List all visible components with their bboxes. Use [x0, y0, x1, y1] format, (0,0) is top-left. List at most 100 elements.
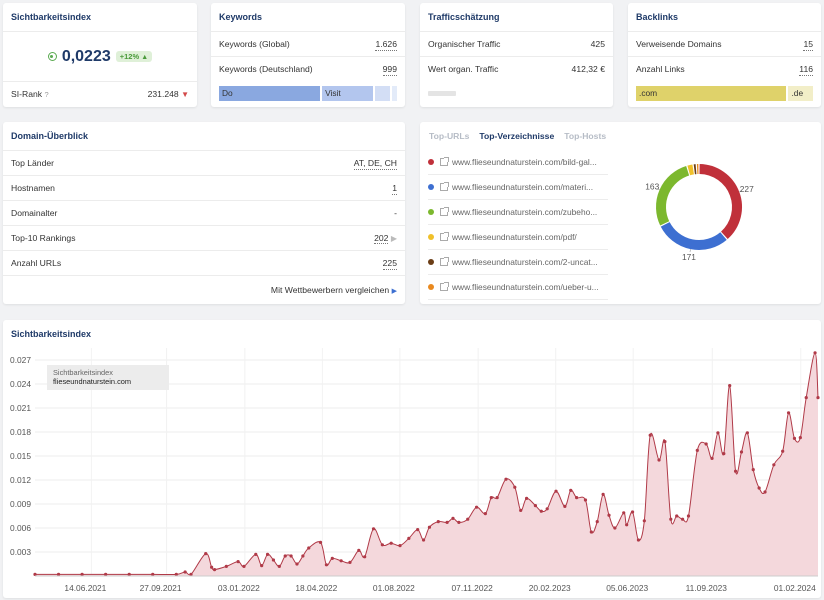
data-point[interactable]	[622, 511, 626, 515]
hostnames-row[interactable]: Hostnamen 1	[3, 175, 405, 200]
data-point[interactable]	[589, 530, 593, 534]
data-point[interactable]	[265, 552, 270, 556]
data-point[interactable]	[695, 448, 699, 452]
data-point[interactable]	[260, 564, 264, 568]
external-link-icon[interactable]	[440, 157, 449, 166]
data-point[interactable]	[595, 520, 599, 524]
data-point[interactable]	[318, 540, 323, 544]
tld-distribution-bar[interactable]: .com .de	[636, 86, 813, 101]
data-point[interactable]	[583, 498, 588, 502]
directory-url[interactable]: www.flieseundnaturstein.com/zubeho...	[452, 207, 598, 217]
top-countries-row[interactable]: Top Länder AT, DE, CH	[3, 150, 405, 175]
data-point[interactable]	[613, 526, 617, 530]
data-point[interactable]	[271, 558, 276, 562]
data-point[interactable]	[675, 514, 679, 518]
tab-top-urls[interactable]: Top-URLs	[429, 131, 470, 141]
data-point[interactable]	[174, 572, 178, 576]
data-point[interactable]	[295, 562, 299, 566]
keywords-segment-2[interactable]	[375, 86, 390, 101]
data-point[interactable]	[772, 463, 776, 467]
data-point[interactable]	[669, 517, 673, 521]
data-point[interactable]	[436, 520, 440, 524]
external-link-icon[interactable]	[440, 182, 449, 191]
data-point[interactable]	[204, 552, 208, 556]
keywords-de-row[interactable]: Keywords (Deutschland) 999	[211, 56, 405, 81]
data-point[interactable]	[56, 572, 61, 576]
data-point[interactable]	[127, 572, 131, 576]
data-point[interactable]	[804, 396, 808, 400]
data-point[interactable]	[457, 520, 461, 524]
data-point[interactable]	[722, 452, 726, 456]
data-point[interactable]	[307, 546, 311, 550]
data-point[interactable]	[504, 477, 508, 481]
data-point[interactable]	[648, 433, 652, 437]
data-point[interactable]	[745, 431, 749, 435]
data-point[interactable]	[104, 572, 108, 576]
data-point[interactable]	[563, 504, 567, 508]
data-point[interactable]	[277, 564, 281, 568]
directory-item[interactable]: www.flieseundnaturstein.com/ueber-u...	[428, 275, 608, 300]
data-point[interactable]	[80, 572, 84, 576]
data-point[interactable]	[533, 504, 538, 508]
external-link-icon[interactable]	[440, 207, 449, 216]
tab-top-directories[interactable]: Top-Verzeichnisse	[479, 131, 555, 141]
data-point[interactable]	[630, 510, 635, 514]
keywords-segment-1[interactable]: Visit	[322, 86, 374, 101]
data-point[interactable]	[489, 496, 493, 500]
data-point[interactable]	[524, 496, 529, 500]
directory-url[interactable]: www.flieseundnaturstein.com/bild-gal...	[452, 157, 597, 167]
directory-item[interactable]: www.flieseundnaturstein.com/2-uncat...	[428, 250, 608, 275]
data-point[interactable]	[686, 514, 691, 518]
data-point[interactable]	[625, 523, 629, 527]
data-point[interactable]	[495, 496, 499, 500]
directory-item[interactable]: www.flieseundnaturstein.com/materi...	[428, 175, 608, 200]
data-point[interactable]	[301, 554, 305, 558]
data-point[interactable]	[466, 517, 470, 521]
tab-top-hosts[interactable]: Top-Hosts	[564, 131, 607, 141]
data-point[interactable]	[601, 492, 605, 496]
data-point[interactable]	[513, 485, 517, 489]
data-point[interactable]	[545, 507, 549, 511]
data-point[interactable]	[483, 512, 487, 516]
directory-item[interactable]: www.flieseundnaturstein.com/zubeho...	[428, 200, 608, 225]
compare-competitors-link[interactable]: Mit Wettbewerbern vergleichen ▶	[270, 284, 397, 295]
data-point[interactable]	[357, 548, 361, 552]
data-point[interactable]	[242, 564, 246, 568]
donut-slice-0[interactable]	[699, 164, 742, 240]
data-point[interactable]	[716, 431, 720, 435]
data-point[interactable]	[371, 527, 376, 531]
data-point[interactable]	[636, 538, 641, 542]
data-point[interactable]	[451, 516, 455, 520]
backlinks-segment-1[interactable]: .de	[788, 86, 813, 101]
directory-url[interactable]: www.flieseundnaturstein.com/pdf/	[452, 232, 577, 242]
data-point[interactable]	[348, 560, 352, 564]
data-point[interactable]	[254, 552, 258, 556]
keywords-global-row[interactable]: Keywords (Global) 1.626	[211, 31, 405, 56]
data-point[interactable]	[704, 442, 708, 446]
keywords-segment-3[interactable]	[391, 86, 397, 101]
help-icon[interactable]: ?	[44, 90, 49, 99]
directory-url[interactable]: www.flieseundnaturstein.com/materi...	[452, 182, 594, 192]
data-point[interactable]	[539, 509, 543, 513]
data-point[interactable]	[786, 411, 791, 415]
data-point[interactable]	[474, 505, 479, 509]
directory-url[interactable]: www.flieseundnaturstein.com/ueber-u...	[452, 282, 599, 292]
data-point[interactable]	[398, 544, 402, 548]
data-point[interactable]	[575, 496, 579, 500]
keywords-segment-0[interactable]: Do	[219, 86, 321, 101]
data-point[interactable]	[189, 572, 193, 576]
data-point[interactable]	[739, 450, 744, 454]
data-point[interactable]	[519, 508, 523, 512]
data-point[interactable]	[554, 489, 558, 493]
data-point[interactable]	[210, 565, 214, 569]
data-point[interactable]	[363, 555, 367, 559]
data-point[interactable]	[680, 517, 685, 521]
external-link-icon[interactable]	[440, 282, 449, 291]
data-point[interactable]	[663, 440, 667, 444]
data-point[interactable]	[445, 520, 449, 524]
directory-item[interactable]: www.flieseundnaturstein.com/bild-gal...	[428, 150, 608, 175]
data-point[interactable]	[380, 543, 384, 547]
data-point[interactable]	[710, 456, 714, 460]
search-intent-bar[interactable]: Do Visit	[219, 86, 397, 101]
data-point[interactable]	[339, 559, 343, 563]
